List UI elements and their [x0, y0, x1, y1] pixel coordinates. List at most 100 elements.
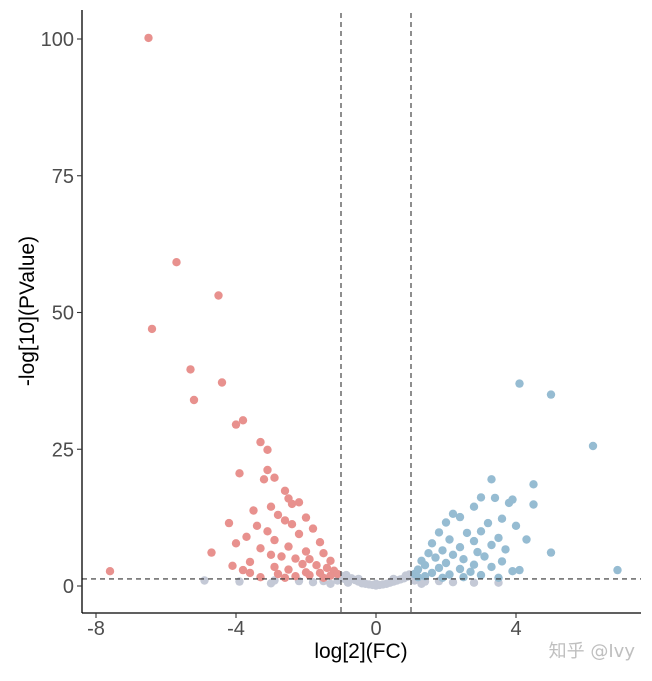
- point-up-57: [613, 565, 622, 575]
- point-down-56: [305, 570, 314, 580]
- point-up-39: [469, 560, 479, 569]
- point-ns-38: [417, 579, 426, 588]
- x-tick-label: 4: [510, 618, 521, 640]
- point-down-5: [217, 378, 227, 387]
- point-up-26: [455, 543, 465, 552]
- point-down-40: [277, 552, 286, 561]
- point-down-42: [305, 555, 314, 564]
- point-down-37: [319, 549, 328, 558]
- point-down-57: [326, 571, 335, 580]
- point-down-64: [245, 568, 255, 578]
- point-down-39: [266, 550, 276, 559]
- point-up-3: [487, 475, 496, 484]
- point-ns-40: [354, 574, 363, 584]
- point-down-28: [308, 524, 318, 533]
- point-down-9: [256, 437, 265, 447]
- point-up-0: [515, 379, 524, 388]
- point-up-23: [469, 536, 479, 546]
- point-ns-0: [200, 576, 209, 585]
- point-up-27: [501, 545, 510, 554]
- x-tick-label: 0: [370, 618, 381, 640]
- point-up-56: [413, 573, 423, 582]
- point-down-59: [256, 573, 265, 582]
- watermark: 知乎 @Ivy: [549, 641, 636, 662]
- point-down-58: [291, 572, 300, 581]
- point-ns-41: [389, 574, 398, 584]
- y-tick-label: 100: [41, 29, 74, 51]
- point-down-46: [312, 561, 321, 570]
- point-up-13: [497, 514, 507, 523]
- point-ns-30: [448, 578, 458, 587]
- point-down-47: [270, 562, 279, 572]
- point-down-29: [294, 529, 304, 539]
- point-up-11: [448, 509, 458, 518]
- point-down-11: [263, 465, 272, 475]
- point-up-5: [476, 493, 486, 502]
- point-down-22: [301, 513, 311, 522]
- point-ns-36: [401, 571, 410, 580]
- y-tick-label: 50: [52, 303, 74, 325]
- point-up-19: [434, 528, 444, 537]
- point-ns-34: [342, 570, 351, 580]
- point-ns-31: [469, 578, 479, 587]
- point-down-60: [333, 569, 342, 579]
- point-up-32: [448, 550, 458, 559]
- point-down-51: [238, 565, 248, 575]
- point-up-53: [459, 573, 468, 582]
- y-axis-title: -log[10](PValue): [16, 236, 39, 386]
- point-up-29: [473, 547, 482, 557]
- point-up-42: [434, 563, 444, 573]
- point-down-44: [245, 557, 255, 567]
- point-up-14: [483, 518, 493, 528]
- point-up-8: [504, 498, 514, 508]
- point-up-37: [497, 557, 507, 566]
- x-axis-title: log[2](FC): [314, 640, 407, 663]
- point-up-6: [490, 493, 500, 503]
- tick-marks: -8 -4 0 4 0 25 50 75 100: [41, 29, 522, 640]
- point-up-54: [438, 573, 447, 582]
- point-down-48: [322, 563, 332, 573]
- point-ns-3: [266, 579, 276, 588]
- point-up-46: [508, 567, 517, 576]
- point-up-51: [476, 570, 486, 580]
- point-down-3: [214, 291, 223, 300]
- point-up-10: [469, 502, 479, 511]
- point-down-38: [207, 548, 216, 557]
- point-down-45: [298, 559, 307, 569]
- point-up-48: [427, 568, 437, 578]
- point-down-19: [294, 498, 304, 507]
- point-down-12: [270, 473, 279, 482]
- point-ns-1: [235, 577, 244, 586]
- point-down-13: [259, 475, 269, 484]
- point-down-7: [238, 416, 248, 425]
- point-down-1: [172, 258, 181, 267]
- point-down-6: [189, 395, 199, 405]
- point-down-20: [249, 506, 258, 515]
- point-up-1: [546, 390, 556, 399]
- point-down-30: [242, 532, 251, 541]
- x-tick-label: -4: [227, 618, 245, 640]
- point-down-2: [147, 324, 157, 334]
- point-up-52: [420, 572, 430, 581]
- point-down-27: [263, 527, 272, 536]
- point-up-22: [445, 535, 454, 544]
- y-tick-label: 25: [52, 439, 74, 461]
- point-down-55: [273, 569, 283, 579]
- point-down-26: [287, 520, 297, 529]
- point-down-17: [287, 499, 297, 509]
- point-down-36: [301, 547, 311, 556]
- point-up-34: [431, 553, 440, 562]
- point-down-8: [231, 420, 241, 429]
- point-down-63: [105, 567, 115, 576]
- point-ns-37: [326, 579, 335, 588]
- y-tick-label: 75: [52, 166, 74, 188]
- point-up-55: [494, 573, 503, 582]
- point-down-49: [284, 565, 293, 574]
- point-down-21: [273, 510, 283, 520]
- point-ns-39: [371, 579, 381, 588]
- point-up-28: [438, 546, 447, 555]
- point-up-4: [529, 480, 538, 489]
- point-down-0: [144, 33, 153, 43]
- point-up-15: [441, 518, 451, 527]
- point-down-62: [280, 573, 290, 582]
